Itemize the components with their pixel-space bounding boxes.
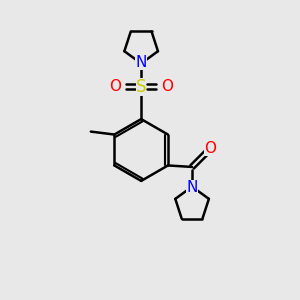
Text: O: O — [204, 141, 216, 156]
Text: N: N — [186, 180, 198, 195]
Text: S: S — [136, 78, 146, 96]
Text: O: O — [161, 79, 173, 94]
Text: O: O — [110, 79, 122, 94]
Text: N: N — [136, 55, 147, 70]
